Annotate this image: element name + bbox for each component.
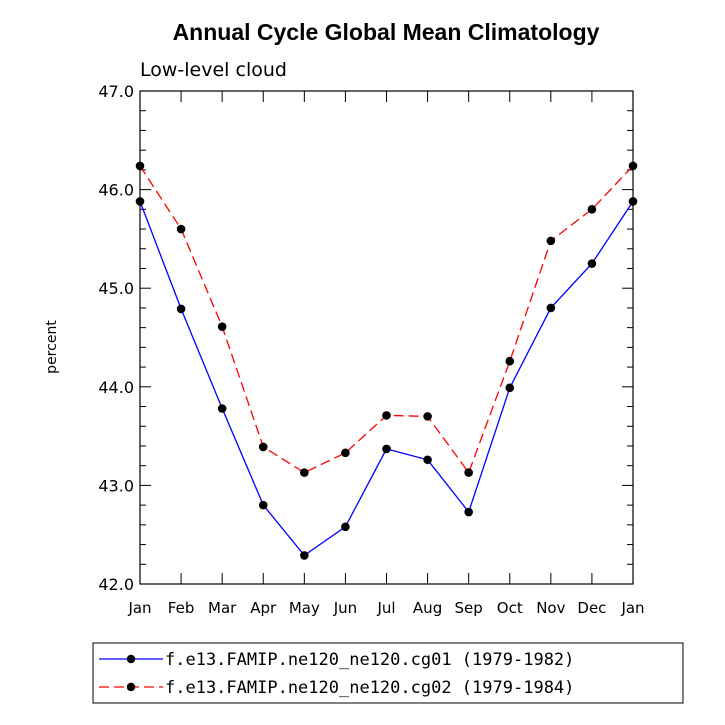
- legend-label-series-1: f.e13.FAMIP.ne120_ne120.cg01 (1979-1982): [165, 650, 574, 670]
- x-tick-label: Aug: [413, 599, 442, 617]
- data-point-series-1: [505, 383, 515, 393]
- legend-box: [92, 642, 684, 704]
- legend-marker-series-2: [126, 682, 136, 692]
- y-tick-label: 43.0: [98, 476, 134, 495]
- chart-title: Annual Cycle Global Mean Climatology: [173, 19, 600, 45]
- legend: f.e13.FAMIP.ne120_ne120.cg01 (1979-1982)…: [92, 642, 684, 704]
- data-point-series-2: [258, 442, 268, 452]
- y-axis-label: percent: [44, 320, 60, 374]
- legend-label-series-2: f.e13.FAMIP.ne120_ne120.cg02 (1979-1984): [165, 678, 574, 698]
- data-point-series-2: [300, 468, 309, 477]
- legend-marker-series-1: [126, 654, 136, 664]
- data-point-series-2: [341, 448, 350, 458]
- data-point-series-1: [217, 404, 227, 413]
- x-tick-label: Jun: [333, 599, 357, 617]
- y-tick-label: 42.0: [98, 575, 134, 594]
- chart-subtitle: Low-level cloud: [140, 59, 287, 81]
- series-line-1: [139, 201, 634, 557]
- x-tick-label: Dec: [577, 599, 606, 617]
- x-tick-label: May: [289, 599, 320, 617]
- data-point-series-1: [587, 259, 597, 268]
- x-tick-label: Feb: [168, 599, 195, 617]
- x-tick-label: Jul: [376, 599, 395, 617]
- data-point-series-1: [341, 522, 350, 532]
- data-point-series-1: [135, 197, 145, 206]
- data-point-series-1: [546, 303, 556, 313]
- data-point-series-1: [300, 551, 309, 560]
- y-tick-label: 46.0: [98, 181, 134, 200]
- data-point-series-2: [464, 468, 473, 477]
- data-point-series-2: [135, 161, 145, 171]
- data-point-series-1: [382, 444, 391, 454]
- y-tick-label: 45.0: [98, 279, 134, 298]
- x-tick-label: Apr: [250, 599, 277, 617]
- data-point-series-1: [464, 507, 473, 517]
- x-tick-label: Nov: [536, 599, 565, 617]
- data-point-series-1: [258, 500, 268, 510]
- x-tick-label: Jan: [127, 599, 151, 617]
- plot-frame: [139, 90, 634, 585]
- x-tick-label: Sep: [455, 599, 483, 617]
- data-point-series-1: [423, 455, 432, 465]
- x-tick-label: Mar: [208, 599, 237, 617]
- data-point-series-2: [505, 356, 515, 366]
- data-point-series-2: [628, 161, 638, 171]
- data-point-series-1: [628, 197, 638, 206]
- data-point-series-2: [587, 205, 597, 214]
- y-tick-label: 44.0: [98, 378, 134, 397]
- x-tick-label: Oct: [497, 599, 523, 617]
- data-point-series-2: [217, 322, 227, 331]
- x-tick-label: Jan: [620, 599, 644, 617]
- data-point-series-1: [176, 304, 186, 314]
- data-point-series-2: [176, 224, 186, 234]
- data-point-series-2: [423, 412, 432, 421]
- y-tick-label: 47.0: [98, 82, 134, 101]
- data-point-series-2: [382, 411, 391, 420]
- series-line-2: [139, 165, 634, 474]
- data-point-series-2: [546, 236, 556, 246]
